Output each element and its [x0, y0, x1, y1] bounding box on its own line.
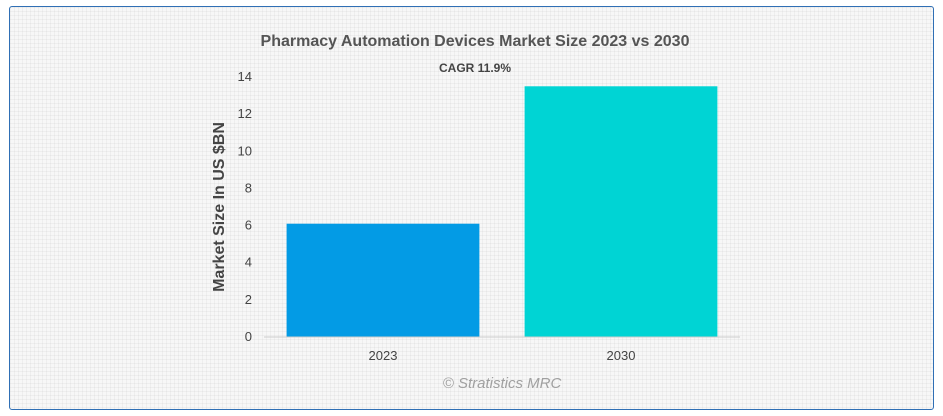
y-axis-ticks: 0 2 4 6 8 10 12 14 [238, 69, 252, 344]
y-axis-label: Market Size In US $BN [211, 122, 228, 292]
y-tick-label: 12 [238, 106, 252, 121]
y-tick-label: 8 [245, 180, 252, 195]
bar-2023 [286, 223, 480, 337]
y-tick-label: 0 [245, 329, 252, 344]
bars [286, 86, 718, 338]
y-tick-label: 10 [238, 143, 252, 158]
credit-text: © Stratistics MRC [443, 375, 562, 392]
y-tick-label: 14 [238, 69, 252, 84]
chart-title: Pharmacy Automation Devices Market Size … [261, 33, 690, 50]
y-tick-label: 2 [245, 292, 252, 307]
x-tick-label: 2030 [607, 348, 636, 363]
y-tick-label: 6 [245, 218, 252, 233]
chart-frame [9, 6, 934, 410]
x-tick-label: 2023 [369, 348, 398, 363]
chart-subtitle: CAGR 11.9% [439, 61, 511, 75]
x-axis-ticks: 2023 2030 [369, 348, 636, 363]
bar-2030 [524, 86, 718, 338]
y-tick-label: 4 [245, 255, 252, 270]
